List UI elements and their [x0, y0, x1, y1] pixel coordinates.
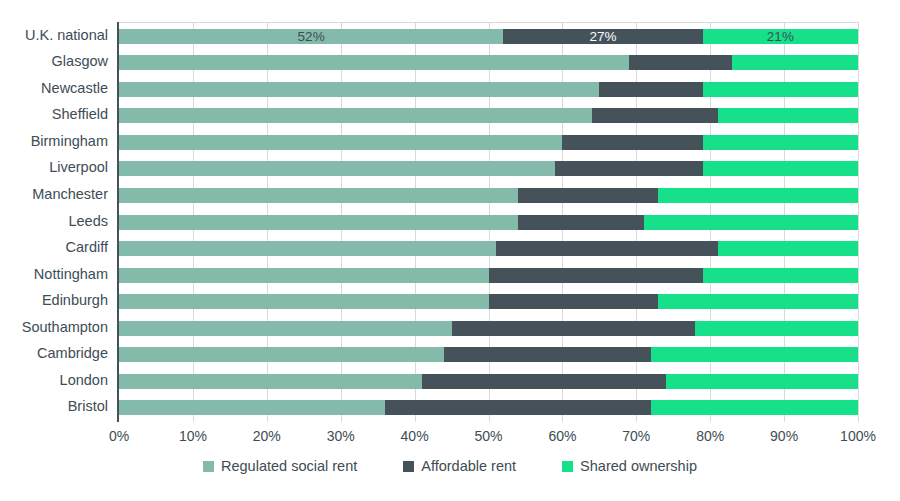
bar-segment-shared-ownership: [718, 108, 858, 123]
bar-segment-shared-ownership: [703, 82, 858, 97]
legend-item-regulated-social-rent: Regulated social rent: [203, 458, 357, 474]
bar-row-nottingham: [119, 268, 858, 283]
bar-segment-regulated-social-rent: [119, 347, 444, 362]
bar-segment-affordable-rent: [452, 321, 696, 336]
category-label-manchester: Manchester: [0, 187, 108, 202]
gridline-100%: [858, 22, 859, 422]
bar-segment-affordable-rent: [496, 241, 718, 256]
plot-area: 52%27%21%: [119, 22, 858, 421]
bar-segment-shared-ownership: [658, 188, 858, 203]
bar-row-london: [119, 374, 858, 389]
x-tick-label-50%: 50%: [474, 428, 502, 444]
category-label-nottingham: Nottingham: [0, 267, 108, 282]
bar-row-glasgow: [119, 55, 858, 70]
x-tick-label-80%: 80%: [696, 428, 724, 444]
bar-segment-shared-ownership: [732, 55, 858, 70]
x-tick-label-0%: 0%: [109, 428, 129, 444]
bar-row-southampton: [119, 321, 858, 336]
bar-segment-affordable-rent: [422, 374, 666, 389]
bar-segment-regulated-social-rent: 52%: [119, 29, 503, 44]
stacked-bar-chart: 52%27%21% U.K. national Glasgow Newcastle S…: [0, 0, 900, 501]
bar-row-u-k-national: 52%27%21%: [119, 29, 858, 44]
bar-segment-shared-ownership: [644, 215, 858, 230]
category-label-edinburgh: Edinburgh: [0, 293, 108, 308]
category-label-sheffield: Sheffield: [0, 107, 108, 122]
bar-row-birmingham: [119, 135, 858, 150]
bar-segment-shared-ownership: [658, 294, 858, 309]
bar-segment-regulated-social-rent: [119, 55, 629, 70]
x-tick-label-10%: 10%: [179, 428, 207, 444]
bar-row-leeds: [119, 215, 858, 230]
x-tick-label-70%: 70%: [622, 428, 650, 444]
x-tick-label-30%: 30%: [327, 428, 355, 444]
bar-segment-affordable-rent: [489, 268, 703, 283]
bar-segment-shared-ownership: 21%: [703, 29, 858, 44]
category-label-birmingham: Birmingham: [0, 134, 108, 149]
category-label-glasgow: Glasgow: [0, 54, 108, 69]
bar-segment-regulated-social-rent: [119, 135, 562, 150]
bar-segment-shared-ownership: [651, 400, 858, 415]
bar-segment-shared-ownership: [718, 241, 858, 256]
bar-row-cardiff: [119, 241, 858, 256]
bar-segment-regulated-social-rent: [119, 188, 518, 203]
bar-segment-affordable-rent: [555, 161, 703, 176]
bar-segment-affordable-rent: [444, 347, 651, 362]
category-label-u-k-national: U.K. national: [0, 28, 108, 43]
category-label-london: London: [0, 373, 108, 388]
bar-segment-shared-ownership: [651, 347, 858, 362]
legend: Regulated social rent Affordable rent Shar…: [0, 458, 900, 474]
bar-segment-regulated-social-rent: [119, 400, 385, 415]
bar-row-liverpool: [119, 161, 858, 176]
category-label-bristol: Bristol: [0, 399, 108, 414]
bar-row-manchester: [119, 188, 858, 203]
category-label-cardiff: Cardiff: [0, 240, 108, 255]
bar-segment-regulated-social-rent: [119, 161, 555, 176]
bar-segment-regulated-social-rent: [119, 215, 518, 230]
bar-segment-regulated-social-rent: [119, 268, 489, 283]
x-tick-label-20%: 20%: [253, 428, 281, 444]
bar-segment-shared-ownership: [666, 374, 858, 389]
bar-row-edinburgh: [119, 294, 858, 309]
bar-segment-shared-ownership: [703, 135, 858, 150]
x-tick-label-60%: 60%: [548, 428, 576, 444]
category-label-newcastle: Newcastle: [0, 81, 108, 96]
legend-label: Regulated social rent: [221, 458, 357, 474]
bar-segment-affordable-rent: [629, 55, 732, 70]
legend-swatch-icon: [562, 461, 573, 472]
bar-segment-regulated-social-rent: [119, 82, 599, 97]
bar-row-bristol: [119, 400, 858, 415]
bar-row-cambridge: [119, 347, 858, 362]
bar-segment-affordable-rent: [518, 215, 644, 230]
bar-segment-shared-ownership: [703, 161, 858, 176]
bar-row-sheffield: [119, 108, 858, 123]
x-tick-label-90%: 90%: [770, 428, 798, 444]
x-tick-label-40%: 40%: [401, 428, 429, 444]
bar-segment-affordable-rent: [599, 82, 702, 97]
legend-label: Affordable rent: [421, 458, 516, 474]
legend-swatch-icon: [203, 461, 214, 472]
bar-segment-regulated-social-rent: [119, 294, 489, 309]
legend-item-affordable-rent: Affordable rent: [403, 458, 516, 474]
bar-segment-affordable-rent: [592, 108, 718, 123]
bar-segment-affordable-rent: [385, 400, 651, 415]
bar-segment-regulated-social-rent: [119, 241, 496, 256]
bar-segment-affordable-rent: [489, 294, 659, 309]
legend-label: Shared ownership: [580, 458, 697, 474]
bar-segment-regulated-social-rent: [119, 321, 452, 336]
bar-segment-shared-ownership: [695, 321, 858, 336]
legend-item-shared-ownership: Shared ownership: [562, 458, 697, 474]
category-label-liverpool: Liverpool: [0, 160, 108, 175]
bar-segment-regulated-social-rent: [119, 374, 422, 389]
category-label-cambridge: Cambridge: [0, 346, 108, 361]
bar-segment-affordable-rent: [562, 135, 702, 150]
bar-segment-regulated-social-rent: [119, 108, 592, 123]
legend-swatch-icon: [403, 461, 414, 472]
bar-segment-affordable-rent: 27%: [503, 29, 703, 44]
bar-segment-affordable-rent: [518, 188, 658, 203]
bar-row-newcastle: [119, 82, 858, 97]
category-label-southampton: Southampton: [0, 320, 108, 335]
category-label-leeds: Leeds: [0, 214, 108, 229]
x-tick-label-100%: 100%: [840, 428, 876, 444]
bar-segment-shared-ownership: [703, 268, 858, 283]
